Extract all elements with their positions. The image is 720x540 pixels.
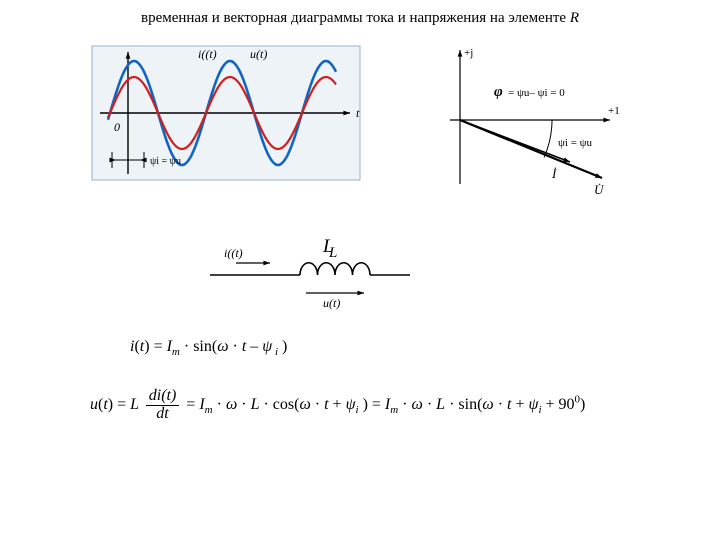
svg-text:U̇: U̇: [594, 182, 605, 197]
svg-text:= ψu– ψi = 0: = ψu– ψi = 0: [508, 87, 565, 99]
svg-text:φ: φ: [494, 84, 503, 100]
svg-text:i((t): i((t): [198, 47, 217, 61]
figure-canvas: i((t)u(t)t0ψi = ψu+j+1φ = ψu– ψi = 0ψi =…: [0, 0, 720, 330]
equation-i-of-t: i(t) = Im · sin(ω · t – ψ i ): [130, 338, 287, 358]
svg-text:+1: +1: [608, 105, 620, 117]
svg-text:0: 0: [114, 120, 120, 134]
svg-text:u(t): u(t): [250, 47, 267, 61]
svg-text:İ: İ: [551, 166, 557, 181]
svg-text:u(t): u(t): [323, 296, 340, 310]
svg-text:ψi = ψu: ψi = ψu: [150, 156, 181, 167]
svg-text:ψi = ψu: ψi = ψu: [558, 137, 593, 149]
svg-text:i((t): i((t): [224, 246, 243, 260]
section-L-letter: L: [323, 236, 334, 258]
svg-text:+j: +j: [464, 47, 473, 59]
equation-u-of-t: u(t) = L di(t)dt = Im · ω · L · cos(ω · …: [90, 388, 585, 423]
